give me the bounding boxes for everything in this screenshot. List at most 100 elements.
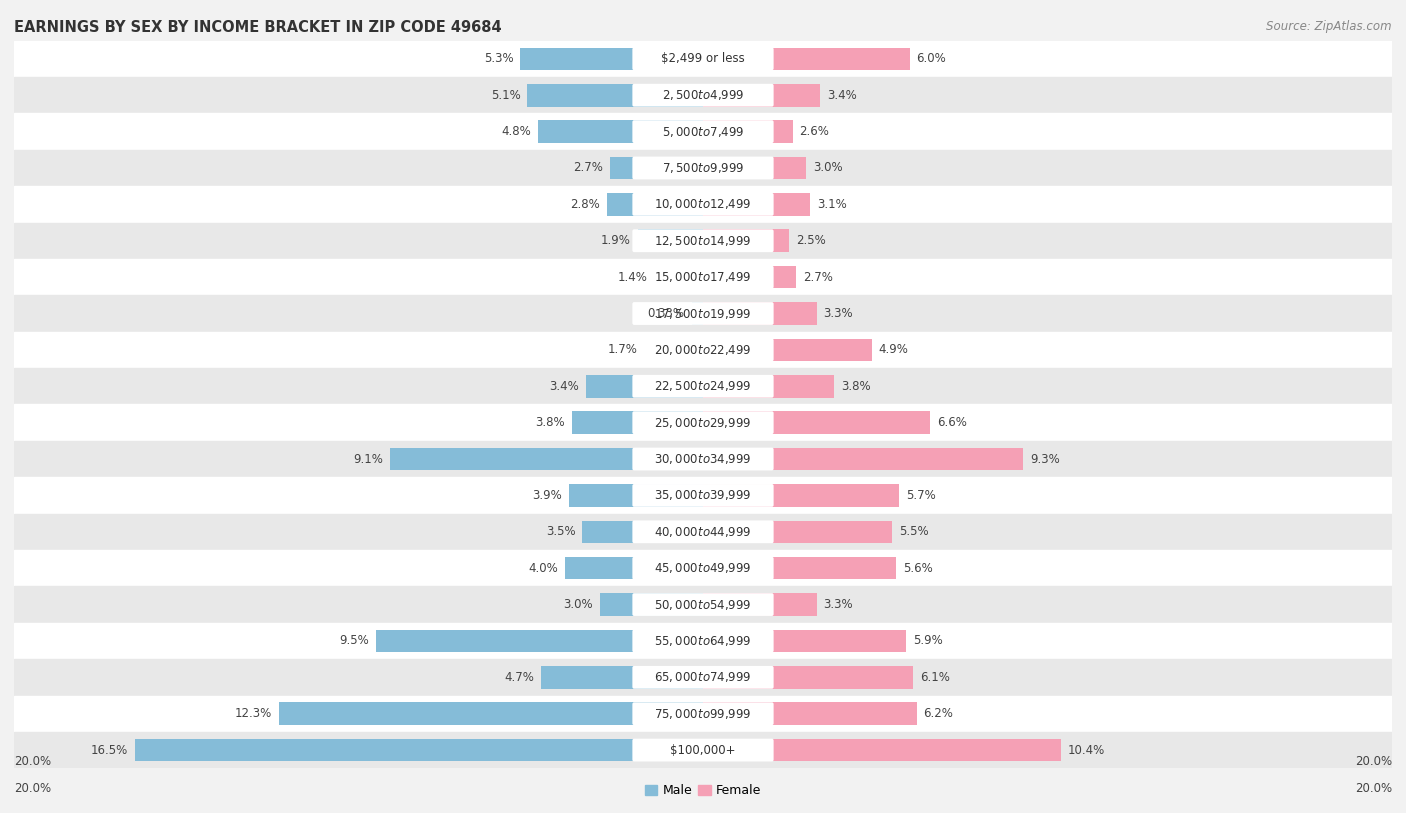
FancyBboxPatch shape <box>633 739 773 762</box>
Legend: Male, Female: Male, Female <box>640 779 766 802</box>
Bar <box>637 229 703 252</box>
Text: 20.0%: 20.0% <box>14 782 51 795</box>
Text: 3.4%: 3.4% <box>827 89 856 102</box>
Text: 2.8%: 2.8% <box>569 198 599 211</box>
Text: $55,000 to $64,999: $55,000 to $64,999 <box>654 634 752 648</box>
FancyBboxPatch shape <box>633 375 773 398</box>
Text: 4.8%: 4.8% <box>501 125 531 138</box>
Text: 3.0%: 3.0% <box>813 162 842 175</box>
Text: $15,000 to $17,499: $15,000 to $17,499 <box>654 270 752 284</box>
Bar <box>606 193 703 215</box>
Bar <box>610 157 703 179</box>
FancyBboxPatch shape <box>633 157 773 180</box>
Text: $75,000 to $99,999: $75,000 to $99,999 <box>654 706 752 720</box>
Bar <box>14 550 1392 586</box>
Text: 5.1%: 5.1% <box>491 89 520 102</box>
FancyBboxPatch shape <box>633 484 773 506</box>
Bar <box>703 485 900 506</box>
Text: EARNINGS BY SEX BY INCOME BRACKET IN ZIP CODE 49684: EARNINGS BY SEX BY INCOME BRACKET IN ZIP… <box>14 20 502 35</box>
Bar <box>586 375 703 398</box>
Text: $17,500 to $19,999: $17,500 to $19,999 <box>654 307 752 320</box>
Bar <box>14 514 1392 550</box>
Bar <box>644 339 703 361</box>
Text: 1.4%: 1.4% <box>619 271 648 284</box>
Text: $65,000 to $74,999: $65,000 to $74,999 <box>654 671 752 685</box>
Bar <box>599 593 703 615</box>
Text: 12.3%: 12.3% <box>235 707 273 720</box>
Text: 2.7%: 2.7% <box>803 271 832 284</box>
Text: 3.3%: 3.3% <box>824 598 853 611</box>
Bar <box>14 659 1392 695</box>
Bar <box>703 411 931 434</box>
Bar <box>14 223 1392 259</box>
Text: 3.5%: 3.5% <box>546 525 575 538</box>
Text: Source: ZipAtlas.com: Source: ZipAtlas.com <box>1267 20 1392 33</box>
Text: $2,499 or less: $2,499 or less <box>661 52 745 65</box>
Text: $35,000 to $39,999: $35,000 to $39,999 <box>654 489 752 502</box>
Text: 9.5%: 9.5% <box>339 634 368 647</box>
FancyBboxPatch shape <box>633 557 773 580</box>
Text: 3.9%: 3.9% <box>531 489 562 502</box>
FancyBboxPatch shape <box>633 338 773 361</box>
Bar <box>703 157 807 179</box>
FancyBboxPatch shape <box>633 47 773 70</box>
Text: 6.0%: 6.0% <box>917 52 946 65</box>
Bar <box>703 193 810 215</box>
Text: 20.0%: 20.0% <box>1355 782 1392 795</box>
Bar <box>703 375 834 398</box>
Text: 3.8%: 3.8% <box>841 380 870 393</box>
Bar <box>14 150 1392 186</box>
Bar <box>14 404 1392 441</box>
Bar <box>14 368 1392 404</box>
Bar <box>703 557 896 580</box>
Bar <box>703 48 910 70</box>
Bar <box>280 702 703 725</box>
Bar <box>14 477 1392 514</box>
Bar <box>565 557 703 580</box>
Text: 9.3%: 9.3% <box>1031 453 1060 466</box>
Text: 2.6%: 2.6% <box>800 125 830 138</box>
Bar <box>572 411 703 434</box>
Text: 6.1%: 6.1% <box>920 671 950 684</box>
FancyBboxPatch shape <box>633 411 773 434</box>
Text: 6.6%: 6.6% <box>938 416 967 429</box>
Bar <box>703 266 796 289</box>
Text: $5,000 to $7,499: $5,000 to $7,499 <box>662 124 744 138</box>
Bar <box>135 739 703 761</box>
FancyBboxPatch shape <box>633 302 773 325</box>
Text: $25,000 to $29,999: $25,000 to $29,999 <box>654 415 752 429</box>
Text: $100,000+: $100,000+ <box>671 744 735 757</box>
Bar <box>14 41 1392 77</box>
Text: 3.3%: 3.3% <box>824 307 853 320</box>
Bar <box>582 520 703 543</box>
Text: $22,500 to $24,999: $22,500 to $24,999 <box>654 380 752 393</box>
Text: $2,500 to $4,999: $2,500 to $4,999 <box>662 89 744 102</box>
Bar <box>14 695 1392 732</box>
Bar <box>14 441 1392 477</box>
Bar <box>703 120 793 143</box>
Text: 3.4%: 3.4% <box>550 380 579 393</box>
Text: $20,000 to $22,499: $20,000 to $22,499 <box>654 343 752 357</box>
Bar <box>14 623 1392 659</box>
Bar <box>14 77 1392 113</box>
Bar <box>568 485 703 506</box>
FancyBboxPatch shape <box>633 702 773 725</box>
Bar <box>703 339 872 361</box>
Text: 5.3%: 5.3% <box>484 52 513 65</box>
Bar <box>703 229 789 252</box>
FancyBboxPatch shape <box>633 520 773 543</box>
FancyBboxPatch shape <box>633 666 773 689</box>
Bar <box>14 295 1392 332</box>
FancyBboxPatch shape <box>633 193 773 215</box>
Text: 3.1%: 3.1% <box>817 198 846 211</box>
Bar <box>703 302 817 324</box>
Text: 20.0%: 20.0% <box>14 755 51 768</box>
Text: $30,000 to $34,999: $30,000 to $34,999 <box>654 452 752 466</box>
Text: $40,000 to $44,999: $40,000 to $44,999 <box>654 525 752 539</box>
Bar <box>527 84 703 107</box>
Bar <box>703 593 817 615</box>
Text: $10,000 to $12,499: $10,000 to $12,499 <box>654 198 752 211</box>
Text: 5.7%: 5.7% <box>907 489 936 502</box>
FancyBboxPatch shape <box>633 120 773 143</box>
Bar <box>703 84 820 107</box>
